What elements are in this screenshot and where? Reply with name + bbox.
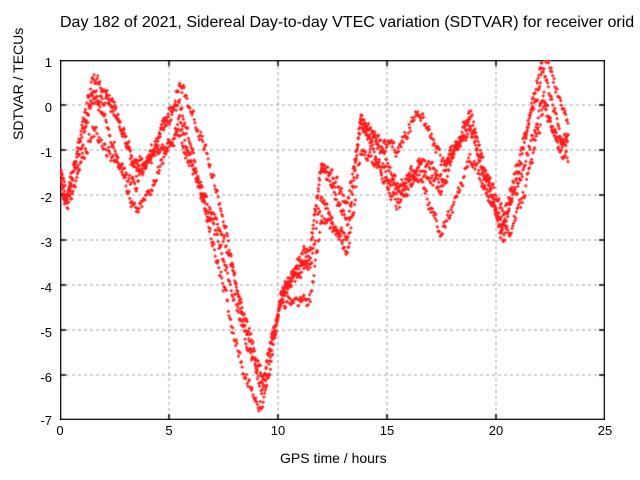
x-axis-label: GPS time / hours bbox=[280, 450, 387, 466]
x-tick-25: 25 bbox=[590, 423, 620, 438]
chart-canvas bbox=[60, 60, 605, 420]
chart-title: Day 182 of 2021, Sidereal Day-to-day VTE… bbox=[60, 14, 634, 32]
y-tick--1: -1 bbox=[22, 145, 52, 160]
y-tick-1: 1 bbox=[22, 55, 52, 70]
y-tick-0: 0 bbox=[22, 100, 52, 115]
y-tick--4: -4 bbox=[22, 280, 52, 295]
chart-window: Day 182 of 2021, Sidereal Day-to-day VTE… bbox=[0, 0, 640, 480]
y-axis-label: SDTVAR / TECUs bbox=[10, 28, 26, 140]
y-tick--3: -3 bbox=[22, 235, 52, 250]
plot-area bbox=[60, 60, 605, 420]
x-tick-10: 10 bbox=[263, 423, 293, 438]
y-tick--5: -5 bbox=[22, 325, 52, 340]
x-tick-0: 0 bbox=[45, 423, 75, 438]
x-tick-20: 20 bbox=[481, 423, 511, 438]
x-tick-15: 15 bbox=[372, 423, 402, 438]
y-tick--6: -6 bbox=[22, 370, 52, 385]
x-tick-5: 5 bbox=[154, 423, 184, 438]
y-tick--2: -2 bbox=[22, 190, 52, 205]
